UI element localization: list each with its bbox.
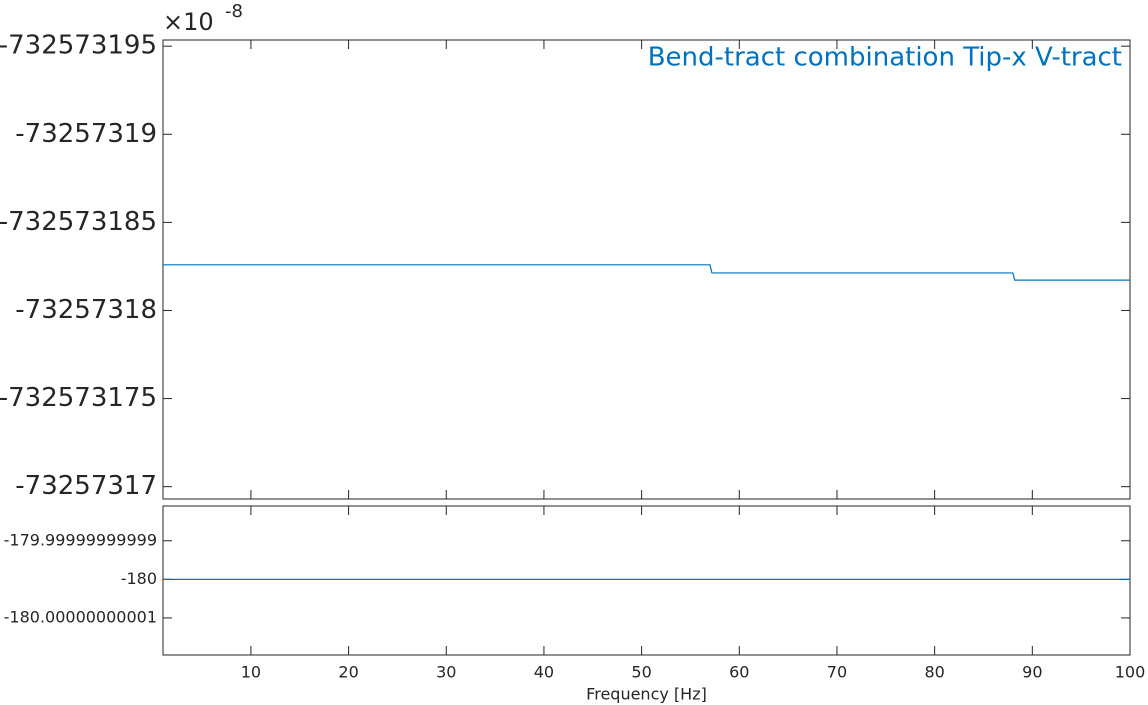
x-tick-label: 70 <box>827 663 847 682</box>
x-tick-label: 60 <box>729 663 749 682</box>
x-axis-label: Frequency [Hz] <box>586 685 707 704</box>
axis-exponent: -8 <box>225 1 243 22</box>
y-tick-label: -73257318 <box>15 295 157 325</box>
x-tick-label: 20 <box>338 663 358 682</box>
axis-multiplier: ×10 <box>163 8 214 36</box>
y-tick-label: -180.00000000001 <box>4 607 157 626</box>
x-tick-label: 10 <box>241 663 261 682</box>
y-tick-label: -732573185 <box>0 207 157 237</box>
y-tick-label: -732573195 <box>0 31 157 61</box>
axes-box <box>162 39 1131 500</box>
x-tick-label: 50 <box>631 663 651 682</box>
x-tick-label: 90 <box>1022 663 1042 682</box>
y-tick-label: -180 <box>121 569 157 588</box>
x-tick-label: 80 <box>924 663 944 682</box>
y-tick-label: -732573175 <box>0 383 157 413</box>
annotation: Bend-tract combination Tip-x V-tract <box>648 43 1122 73</box>
axes-box <box>162 505 1131 656</box>
data-line <box>163 264 1130 281</box>
x-tick-label: 30 <box>436 663 456 682</box>
x-tick-label: 40 <box>534 663 554 682</box>
y-tick-label: -179.99999999999 <box>4 530 157 549</box>
x-tick-label: 100 <box>1115 663 1146 682</box>
y-tick-label: -73257319 <box>15 119 157 149</box>
y-tick-label: -73257317 <box>15 471 157 501</box>
